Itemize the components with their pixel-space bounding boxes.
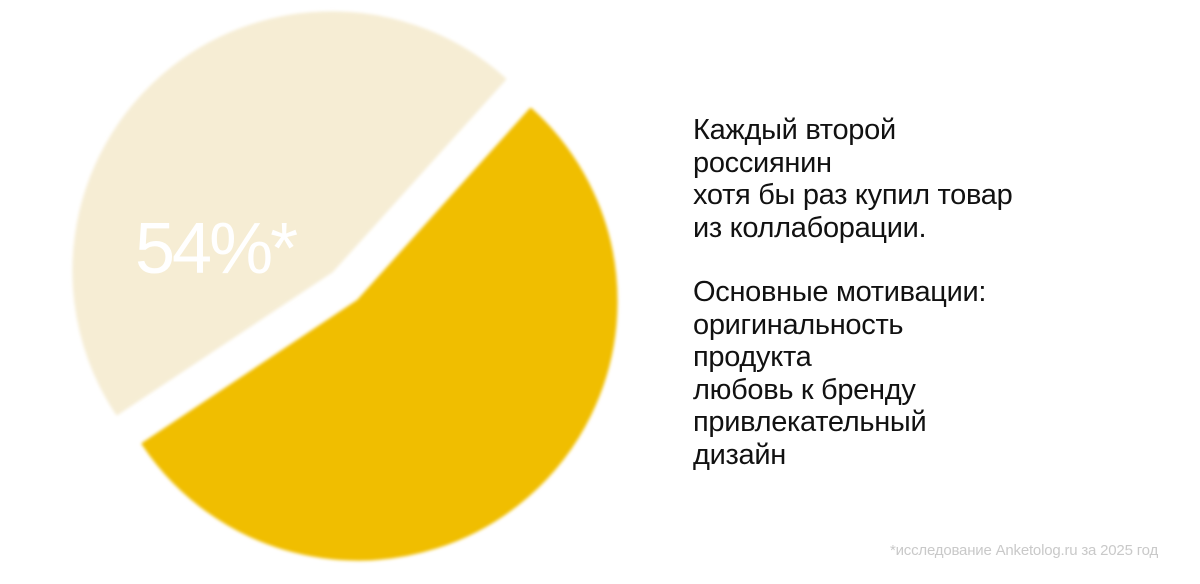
source-footnote: *исследование Anketolog.ru за 2025 год <box>889 542 1158 559</box>
pie-chart: 54%* <box>72 11 618 561</box>
slice-label-main: 54%* <box>135 209 297 289</box>
info-text: Каждый второй россиянин хотя бы раз купи… <box>693 114 1133 471</box>
pie-slice-1 <box>72 11 507 416</box>
headline-paragraph: Каждый второй россиянин хотя бы раз купи… <box>693 114 1013 244</box>
motivations-paragraph: Основные мотивации: оригинальность проду… <box>693 276 987 471</box>
pie-slice-0 <box>141 107 618 561</box>
paragraph-spacer <box>693 244 1133 276</box>
